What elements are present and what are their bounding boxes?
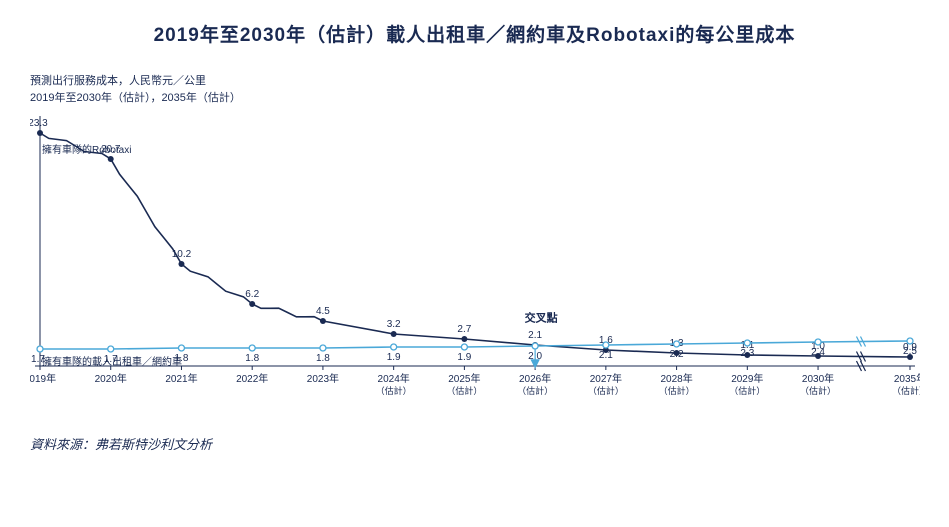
svg-text:（估計）: （估計）: [517, 385, 553, 396]
svg-text:1.9: 1.9: [457, 352, 471, 363]
svg-text:2021年: 2021年: [165, 372, 197, 385]
svg-text:2028年: 2028年: [660, 372, 692, 385]
svg-text:（估計）: （估計）: [588, 385, 624, 396]
svg-text:2030年: 2030年: [802, 372, 834, 385]
svg-text:2029年: 2029年: [731, 372, 763, 385]
line-chart: 2019年2020年2021年2022年2023年2024年（估計）2025年（…: [30, 116, 920, 416]
svg-text:（估計）: （估計）: [800, 385, 836, 396]
svg-text:2.2: 2.2: [670, 349, 684, 360]
svg-text:1.8: 1.8: [245, 353, 259, 364]
svg-text:2024年: 2024年: [378, 372, 410, 385]
svg-text:2027年: 2027年: [590, 372, 622, 385]
svg-text:6.2: 6.2: [245, 289, 259, 300]
svg-text:2.4: 2.4: [811, 347, 825, 358]
svg-text:2.7: 2.7: [457, 324, 471, 335]
svg-text:3.2: 3.2: [387, 319, 401, 330]
svg-text:10.2: 10.2: [172, 249, 192, 260]
svg-text:2.1: 2.1: [528, 330, 542, 341]
svg-text:2023年: 2023年: [307, 372, 339, 385]
svg-text:擁有車隊的Robotaxi: 擁有車隊的Robotaxi: [42, 143, 131, 156]
source-text: 資料來源：弗若斯特沙利文分析: [30, 434, 919, 453]
svg-text:2019年: 2019年: [30, 372, 56, 385]
svg-text:（估計）: （估計）: [446, 385, 482, 396]
svg-text:（估計）: （估計）: [892, 385, 920, 396]
svg-text:2035年: 2035年: [894, 372, 920, 385]
svg-text:2026年: 2026年: [519, 372, 551, 385]
svg-text:2.3: 2.3: [740, 348, 754, 359]
svg-text:1.9: 1.9: [387, 352, 401, 363]
svg-text:（估計）: （估計）: [659, 385, 695, 396]
subtitle-line1: 預測出行服務成本，人民幣元／公里: [30, 73, 919, 90]
svg-text:2025年: 2025年: [448, 372, 480, 385]
svg-text:2.1: 2.1: [599, 350, 613, 361]
svg-text:1.8: 1.8: [316, 353, 330, 364]
svg-text:（估計）: （估計）: [376, 385, 412, 396]
svg-text:擁有車隊的載人出租車／網約車: 擁有車隊的載人出租車／網約車: [42, 355, 182, 368]
svg-text:交叉點: 交叉點: [525, 311, 558, 325]
chart-subtitle: 預測出行服務成本，人民幣元／公里 2019年至2030年（估計），2035年（估…: [30, 73, 919, 106]
svg-text:2.5: 2.5: [903, 346, 917, 357]
chart-title: 2019年至2030年（估計）載人出租車／網約車及Robotaxi的每公里成本: [30, 20, 919, 47]
svg-text:4.5: 4.5: [316, 306, 330, 317]
svg-text:2022年: 2022年: [236, 372, 268, 385]
subtitle-line2: 2019年至2030年（估計），2035年（估計）: [30, 90, 919, 107]
svg-text:（估計）: （估計）: [729, 385, 765, 396]
svg-text:2020年: 2020年: [95, 372, 127, 385]
svg-text:23.3: 23.3: [30, 118, 48, 129]
